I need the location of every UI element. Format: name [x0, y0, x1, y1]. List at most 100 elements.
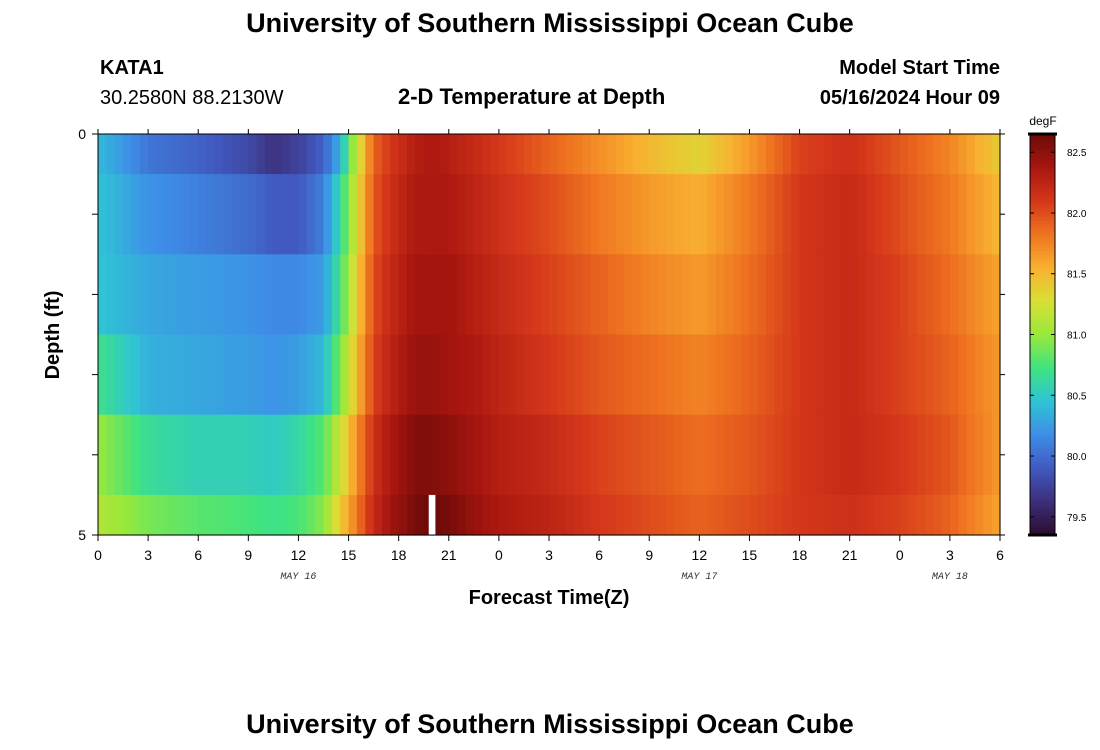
heatmap-cell	[223, 134, 233, 175]
heatmap-cell	[640, 174, 650, 255]
colorbar-swatch	[1030, 301, 1055, 306]
heatmap-cell	[273, 334, 283, 416]
heatmap-cell	[908, 254, 918, 336]
heatmap-cell	[348, 334, 358, 416]
heatmap-cell	[131, 134, 141, 175]
heatmap-cell	[231, 414, 241, 496]
colorbar-swatch	[1030, 394, 1055, 399]
heatmap-cell	[974, 134, 984, 175]
heatmap-cell	[281, 494, 291, 536]
heatmap-cell	[682, 414, 692, 496]
heatmap-cell	[248, 494, 258, 536]
heatmap-cell	[766, 174, 776, 255]
heatmap-cell	[423, 494, 433, 536]
heatmap-cell	[365, 254, 375, 336]
heatmap-cell	[482, 134, 492, 175]
heatmap-cell	[231, 254, 241, 336]
heatmap-cell	[515, 494, 525, 536]
heatmap-cell	[732, 254, 742, 336]
heatmap-cell	[98, 494, 107, 536]
heatmap-cell	[599, 494, 609, 536]
heatmap-cell	[265, 254, 274, 336]
heatmap-cell	[574, 174, 584, 255]
heatmap-cell	[223, 414, 233, 496]
heatmap-cell	[323, 134, 333, 175]
colorbar-swatch	[1030, 247, 1055, 252]
heatmap-cell	[323, 254, 333, 336]
heatmap-cell	[298, 494, 308, 536]
heatmap-cell	[507, 254, 517, 336]
heatmap-cell	[306, 254, 316, 336]
heatmap-cell	[265, 414, 274, 496]
heatmap-cell	[323, 174, 333, 255]
model-start-value: 05/16/2024 Hour 09	[819, 87, 1000, 109]
colorbar-swatch	[1030, 177, 1055, 182]
heatmap-cell	[782, 134, 792, 175]
heatmap-cell	[123, 134, 133, 175]
heatmap-cell	[657, 494, 667, 536]
heatmap-cell	[891, 414, 901, 496]
colorbar-swatch	[1030, 327, 1055, 332]
x-tick-label: 6	[595, 547, 603, 563]
colorbar-swatch	[1030, 210, 1055, 215]
heatmap-cell	[231, 494, 241, 536]
heatmap-cell	[515, 414, 525, 496]
heatmap-cell	[974, 174, 984, 255]
colorbar-swatch	[1030, 230, 1055, 235]
heatmap-cell	[532, 174, 542, 255]
colorbar-swatch	[1030, 341, 1055, 346]
heatmap-cell	[816, 174, 826, 255]
heatmap-cell	[239, 174, 249, 255]
heatmap-cell	[632, 334, 642, 416]
heatmap-cell	[624, 494, 634, 536]
heatmap-cell	[356, 254, 366, 336]
heatmap-cell	[432, 174, 442, 255]
heatmap-cell	[523, 134, 533, 175]
heatmap-cell	[164, 494, 174, 536]
heatmap-cell	[106, 134, 116, 175]
heatmap-cell	[866, 414, 876, 496]
heatmap-cell	[490, 134, 500, 175]
heatmap-cell	[682, 494, 692, 536]
colorbar-swatch	[1030, 461, 1055, 466]
heatmap-cell	[891, 174, 901, 255]
heatmap-cell	[791, 254, 801, 336]
colorbar-swatch	[1030, 200, 1055, 205]
heatmap-cell	[540, 134, 550, 175]
heatmap-cell	[98, 414, 107, 496]
x-tick-label: 21	[441, 547, 457, 563]
chart-axes: 0 3 6 9 12 15 18 21 0 3 6 9 12 15 18 21 0 3 6 MAY 16 MAY 17 M…	[78, 126, 1005, 583]
colorbar-tick-label: 82.5	[1067, 148, 1087, 159]
heatmap-cell	[448, 334, 458, 416]
heatmap-cell	[674, 414, 684, 496]
heatmap-cell	[315, 494, 325, 536]
x-axis-title: Forecast Time(Z)	[469, 587, 630, 609]
heatmap-cell	[114, 334, 124, 416]
heatmap-cell	[448, 494, 458, 536]
heatmap-cell	[565, 254, 575, 336]
heatmap-cell	[198, 254, 208, 336]
heatmap-cell	[557, 134, 567, 175]
heatmap-cell	[507, 174, 517, 255]
heatmap-cell	[98, 174, 107, 255]
heatmap-cell	[832, 494, 842, 536]
colorbar-swatch	[1030, 528, 1055, 533]
heatmap-cell	[365, 134, 375, 175]
heatmap-cell	[874, 414, 884, 496]
heatmap-cell	[966, 174, 976, 255]
heatmap-cell	[891, 494, 901, 536]
heatmap-cell	[707, 414, 717, 496]
heatmap-cell	[164, 174, 174, 255]
heatmap-cell	[181, 174, 191, 255]
heatmap-cell	[599, 134, 609, 175]
heatmap-cell	[757, 334, 767, 416]
heatmap-cell	[139, 334, 149, 416]
heatmap-cell	[231, 334, 241, 416]
heatmap-cell	[749, 494, 759, 536]
colorbar-tick-label: 81.5	[1067, 270, 1087, 281]
heatmap-cell	[941, 254, 951, 336]
heatmap-cell	[741, 254, 751, 336]
heatmap-cell	[131, 334, 141, 416]
heatmap-cell	[799, 414, 809, 496]
heatmap-cell	[724, 494, 734, 536]
